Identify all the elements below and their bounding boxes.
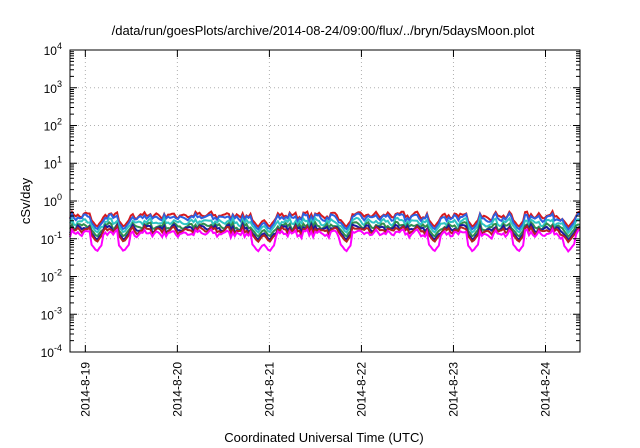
- y-tick-label: 10-1: [41, 230, 62, 247]
- y-tick-label: 101: [44, 154, 62, 171]
- x-tick-labels: 2014-8-19 2014-8-20 2014-8-21 2014-8-22 2014…: [78, 362, 552, 417]
- chart-title: /data/run/goesPlots/archive/2014-08-24/0…: [112, 23, 535, 38]
- series-line: [69, 226, 581, 254]
- x-tick-label: 2014-8-20: [170, 362, 184, 417]
- series-line: [69, 214, 581, 235]
- y-tick-label: 100: [44, 192, 62, 209]
- y-tick-label: 10-3: [41, 305, 62, 322]
- y-tick-label: 103: [44, 79, 62, 96]
- x-tick-label: 2014-8-21: [262, 362, 276, 417]
- x-tick-label: 2014-8-23: [446, 362, 460, 417]
- series-group: [69, 208, 581, 254]
- y-tick-labels: 10-4 10-3 10-2 10-1 100 101 102 103 104: [41, 41, 62, 360]
- x-tick-label: 2014-8-22: [354, 362, 368, 417]
- y-tick-label: 10-2: [41, 268, 62, 285]
- x-tick-label: 2014-8-19: [78, 362, 92, 417]
- y-tick-label: 102: [44, 117, 62, 134]
- y-tick-label: 104: [44, 41, 62, 58]
- y-axis-label: cSv/day: [18, 177, 33, 224]
- series-line: [69, 211, 581, 232]
- series-line: [69, 223, 581, 244]
- grid: [70, 50, 580, 352]
- y-tick-label: 10-4: [41, 343, 62, 360]
- x-tick-label: 2014-8-24: [538, 362, 552, 417]
- x-axis-label: Coordinated Universal Time (UTC): [224, 430, 423, 445]
- axis-ticks: [70, 49, 580, 353]
- series-line: [69, 219, 581, 239]
